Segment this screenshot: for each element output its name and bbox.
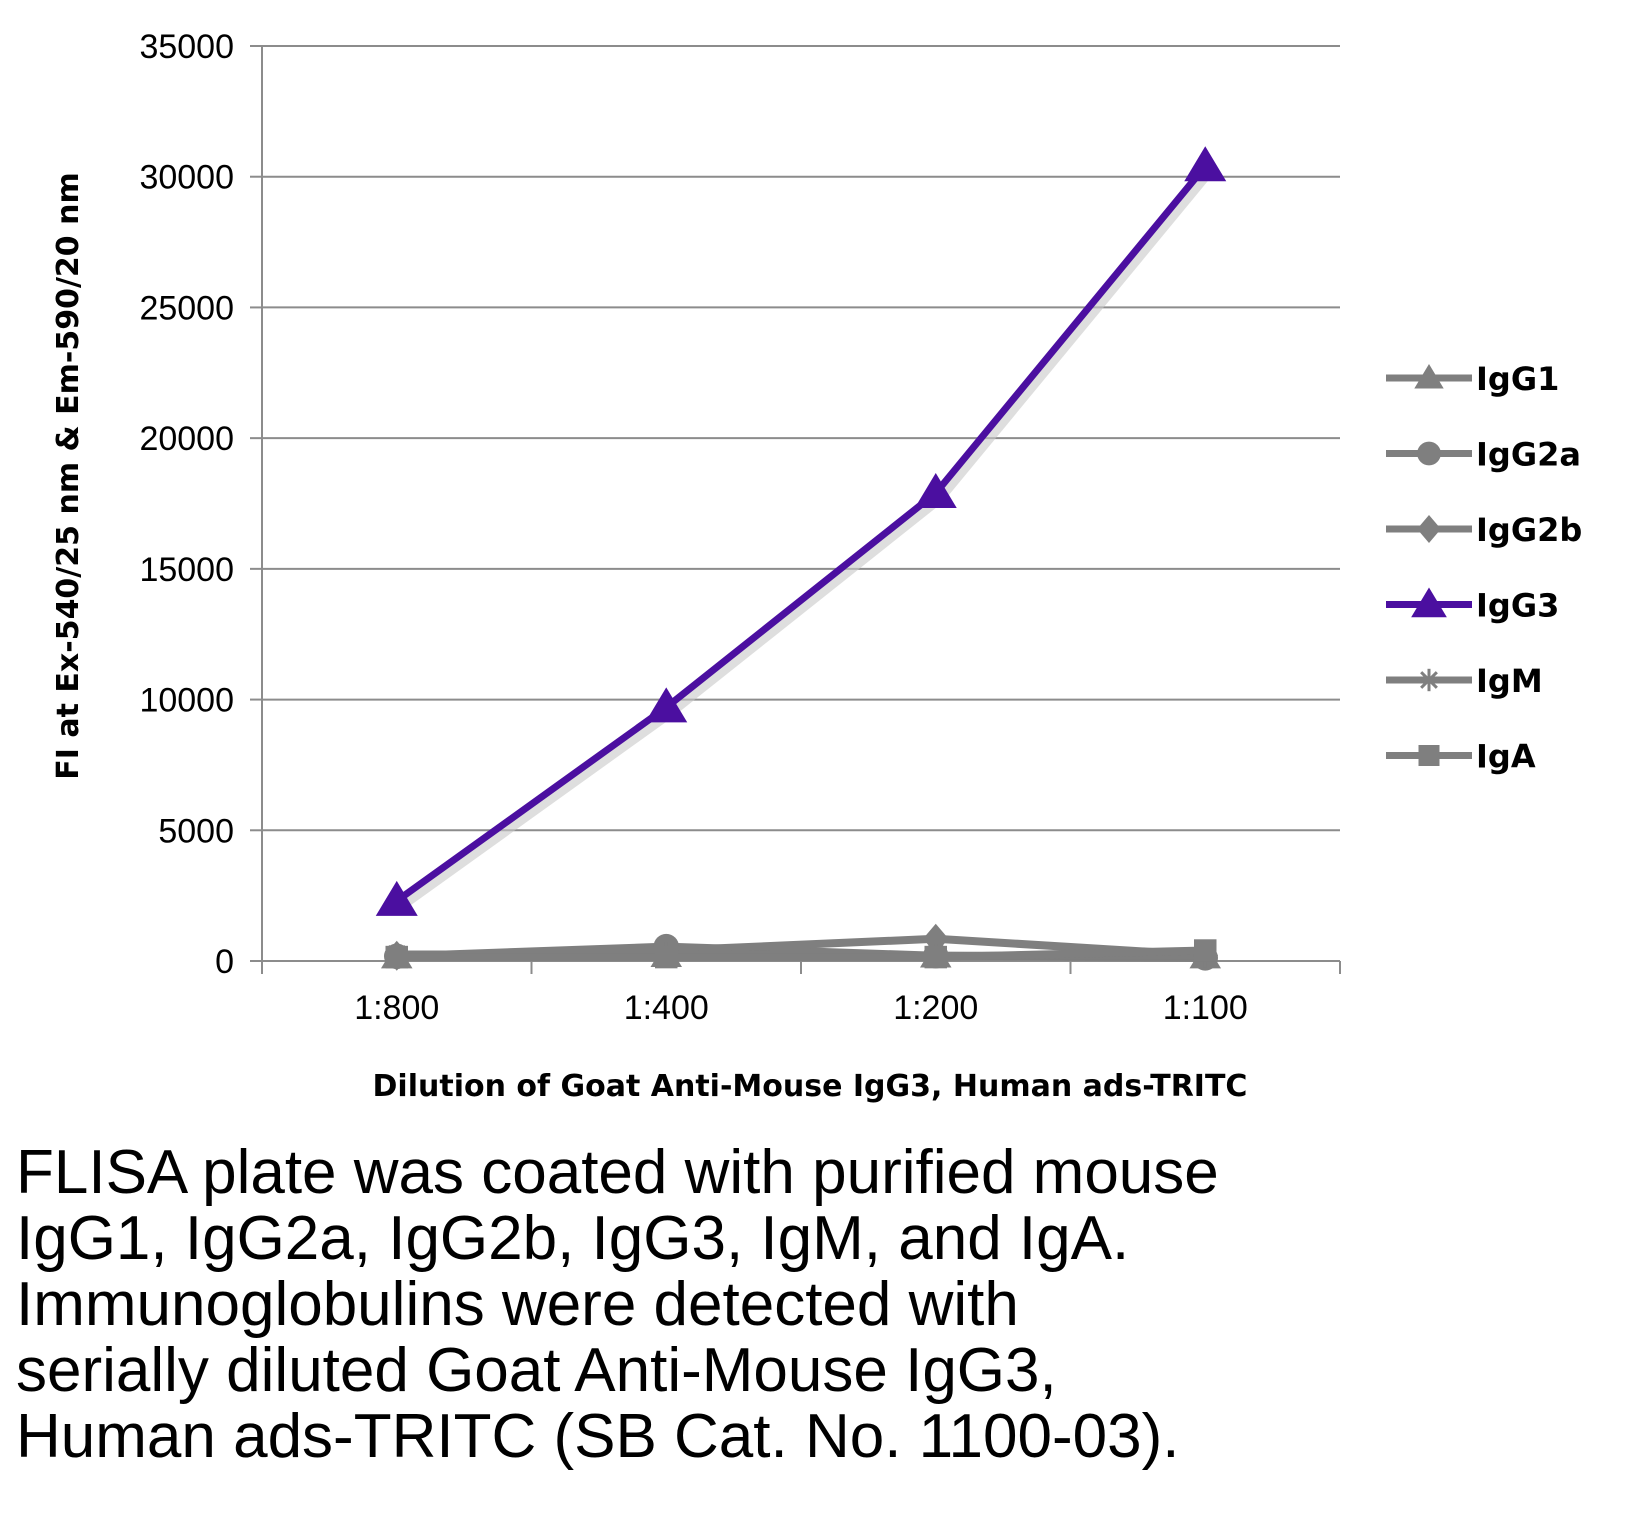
y-tick-labels: 0 5000 10000 15000 20000 25000 30000 35000 <box>139 28 234 981</box>
legend-marker-igg2b <box>1417 515 1441 543</box>
data-point-iga <box>385 945 408 969</box>
marker-stroke <box>1420 671 1438 689</box>
legend-label: IgA <box>1476 738 1536 776</box>
legend-marker-iga <box>1418 745 1440 766</box>
caption-line: serially diluted Goat Anti-Mouse IgG3, <box>16 1336 1057 1405</box>
gridlines <box>262 45 1340 832</box>
legend-label: IgG2a <box>1476 436 1581 474</box>
data-point-iga <box>924 945 947 969</box>
x-tick-label: 1:800 <box>354 989 439 1027</box>
legend-entry-igg1: IgG1 <box>1386 360 1559 398</box>
x-tick-label: 1:200 <box>893 989 978 1027</box>
legend: IgG1 IgG2a IgG2b IgG3 IgM IgA <box>1386 360 1582 776</box>
legend-label: IgG1 <box>1476 360 1559 398</box>
legend-label: IgM <box>1476 662 1543 700</box>
y-tick-label: 25000 <box>139 289 234 327</box>
caption-line: IgG1, IgG2a, IgG2b, IgG3, IgM, and IgA. <box>16 1204 1130 1273</box>
caption-line: Human ads-TRITC (SB Cat. No. 1100-03). <box>16 1402 1180 1471</box>
caption-line: FLISA plate was coated with purified mou… <box>16 1138 1219 1207</box>
series-shadow-igg3 <box>398 169 1213 911</box>
x-tick-labels: 1:800 1:400 1:200 1:100 <box>354 989 1248 1027</box>
x-axis-label: Dilution of Goat Anti-Mouse IgG3, Human … <box>373 1069 1248 1104</box>
series-line-igg3 <box>394 164 1208 904</box>
data-point-igg3 <box>1184 146 1227 182</box>
legend-entry-igg2a: IgG2a <box>1386 436 1581 474</box>
y-tick-label: 15000 <box>139 551 234 589</box>
y-tick-label: 5000 <box>158 812 234 850</box>
legend-entry-igg3: IgG3 <box>1386 587 1559 625</box>
y-axis-label: FI at Ex-540/25 nm & Em-590/20 nm <box>51 172 86 779</box>
y-tick-label: 30000 <box>139 159 234 197</box>
axes <box>250 45 1341 974</box>
figure-caption: FLISA plate was coated with purified mou… <box>16 1140 1616 1470</box>
series-line-iga <box>396 946 1206 962</box>
data-point-igg3 <box>914 473 957 509</box>
legend-entry-igm: IgM <box>1386 662 1543 700</box>
data-point-igg3 <box>645 687 688 723</box>
x-tick-label: 1:100 <box>1163 989 1248 1027</box>
series-lines <box>375 146 1227 971</box>
legend-marker-igg2a <box>1417 441 1441 466</box>
chart: 0 5000 10000 15000 20000 25000 30000 35000 1:80… <box>51 28 1582 1104</box>
y-tick-label: 0 <box>215 943 234 981</box>
data-point-iga <box>1194 939 1217 962</box>
data-point-igg3 <box>375 880 418 916</box>
y-tick-label: 10000 <box>139 682 234 720</box>
legend-entry-iga: IgA <box>1386 738 1536 776</box>
legend-entry-igg2b: IgG2b <box>1386 511 1582 549</box>
x-tick-label: 1:400 <box>624 989 709 1027</box>
y-tick-label: 35000 <box>139 28 234 66</box>
caption-line: Immunoglobulins were detected with <box>16 1270 1019 1339</box>
legend-marker-igg1 <box>1414 364 1444 389</box>
data-point-iga <box>655 945 678 969</box>
legend-label: IgG3 <box>1476 587 1559 625</box>
y-tick-label: 20000 <box>139 420 234 458</box>
legend-marker-igg3 <box>1411 587 1447 618</box>
legend-marker-igm <box>1417 668 1441 692</box>
legend-label: IgG2b <box>1476 511 1582 549</box>
